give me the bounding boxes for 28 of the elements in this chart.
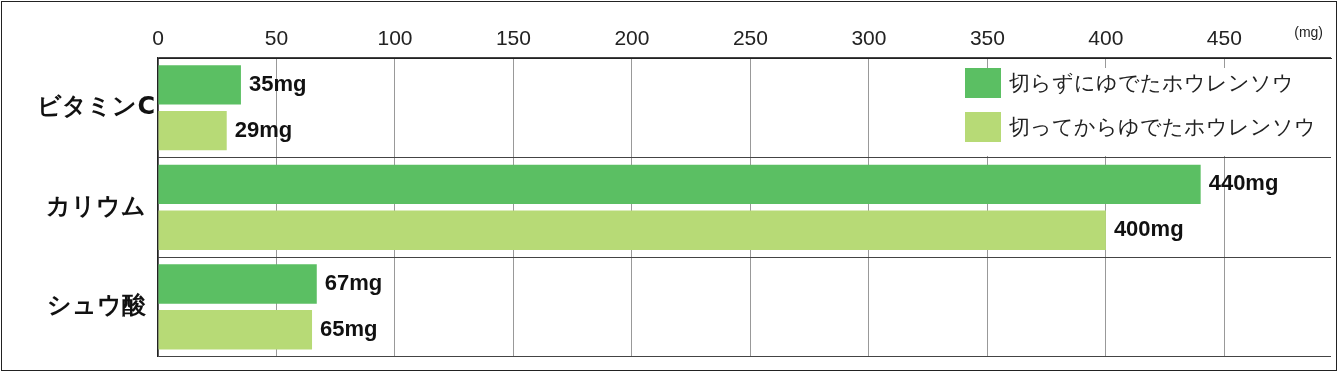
data-label: 35mg — [248, 70, 307, 96]
y-tick-label: カリウム — [46, 191, 147, 220]
bar — [158, 310, 313, 350]
bar — [158, 110, 227, 151]
x-tick-label: 400 — [1088, 26, 1124, 50]
x-tick-label: 450 — [1206, 26, 1242, 50]
x-tick-label: 200 — [614, 26, 650, 50]
bar — [158, 164, 1201, 205]
bar — [158, 65, 241, 105]
x-tick-label: 250 — [732, 26, 768, 50]
legend-label: 切ってからゆでたホウレンソウ — [1009, 114, 1316, 141]
x-tick-label: 0 — [152, 26, 164, 50]
legend-label: 切らずにゆでたホウレンソウ — [1009, 70, 1294, 97]
x-tick-label: 100 — [377, 26, 413, 50]
x-axis-title: (mg) — [1294, 23, 1323, 40]
data-label: 65mg — [320, 315, 378, 341]
data-label: 67mg — [324, 270, 383, 295]
data-label: 440mg — [1208, 170, 1279, 196]
data-label: 400mg — [1113, 216, 1184, 242]
y-tick-label: ビタミンC — [37, 92, 156, 120]
y-tick-label: シュウ酸 — [46, 291, 147, 320]
data-label: 29mg — [234, 116, 293, 142]
bar — [158, 264, 317, 304]
x-tick-label: 50 — [264, 26, 289, 50]
x-tick-label: 350 — [969, 26, 1005, 50]
x-tick-label: 300 — [851, 26, 887, 50]
x-tick-label: 150 — [495, 26, 531, 50]
bar — [158, 210, 1106, 250]
